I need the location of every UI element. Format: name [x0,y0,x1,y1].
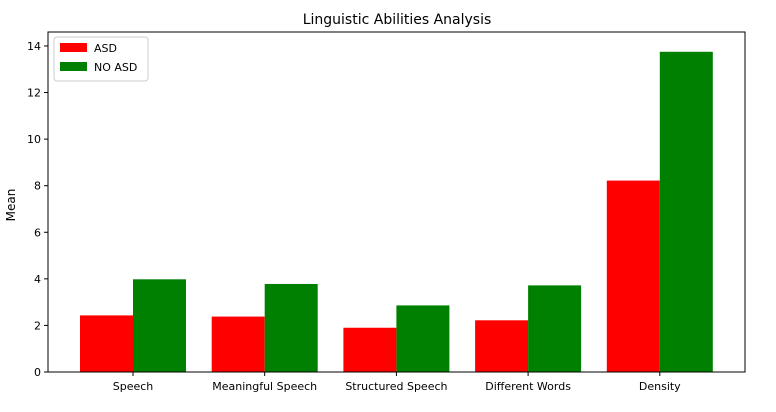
y-tick-label-6: 12 [27,87,41,100]
x-tick-label-0: Speech [113,380,154,393]
y-tick-label-5: 10 [27,133,41,146]
bar-no-asd-1 [264,283,318,372]
legend-label-0: ASD [94,42,117,55]
chart-title: Linguistic Abilities Analysis [303,12,492,28]
legend-swatch-0 [60,43,87,52]
bar-no-asd-2 [396,305,450,372]
legend-label-1: NO ASD [94,61,137,74]
y-axis-label: Mean [4,189,18,222]
y-tick-label-3: 6 [34,226,41,239]
bar-no-asd-4 [659,51,713,372]
x-tick-label-1: Meaningful Speech [212,380,317,393]
y-tick-label-7: 14 [27,40,41,53]
axes-layer: 0 2 4 6 8 10 12 14 Speech Meaningful Speech Struct… [27,31,746,393]
bar-asd-2 [343,327,397,372]
x-tick-label-2: Structured Speech [345,380,447,393]
y-tick-label-4: 8 [34,180,41,193]
y-tick-label-1: 2 [34,319,41,332]
bar-no-asd-3 [528,285,582,372]
bar-no-asd-0 [133,279,186,372]
x-tick-label-3: Different Words [485,380,571,393]
bar-asd-3 [475,320,529,372]
x-tick-label-4: Density [639,380,681,393]
bar-asd-4 [606,180,660,372]
legend: ASD NO ASD [53,36,149,82]
y-tick-label-0: 0 [34,366,41,379]
bar-asd-0 [80,315,133,372]
y-tick-label-2: 4 [34,273,41,286]
bar-asd-1 [211,316,265,372]
legend-swatch-1 [60,62,87,71]
bars-layer [80,51,713,372]
